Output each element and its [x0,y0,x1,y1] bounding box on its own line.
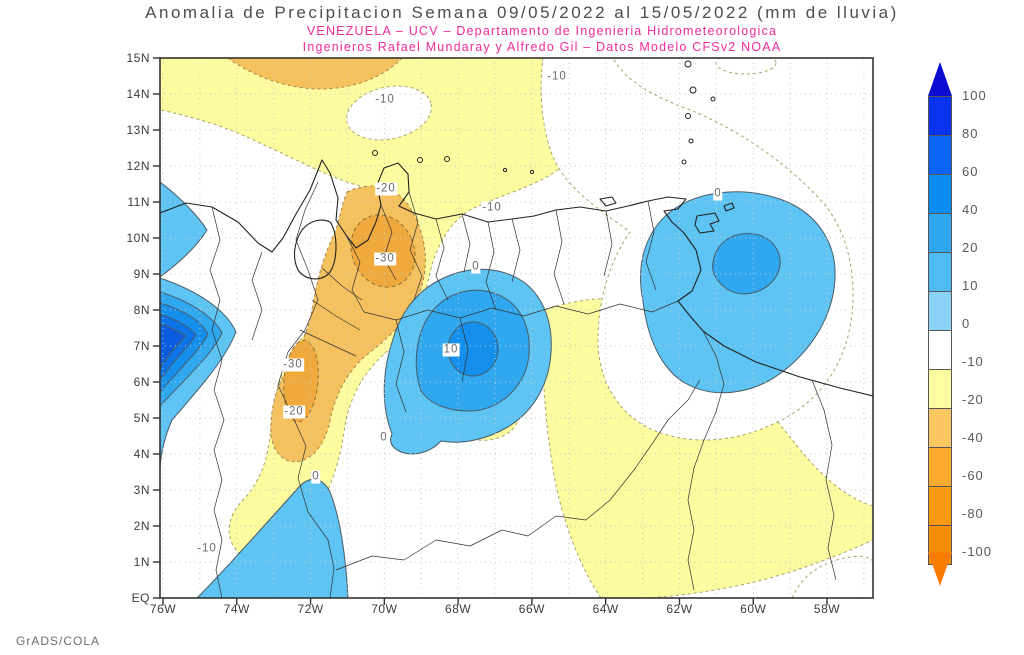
colorbar-segment [929,214,951,253]
grid-dotted-lines [160,58,873,598]
colorbar-tick-label: -10 [962,354,984,369]
island-dots [372,60,716,175]
colorbar-segment [929,175,951,214]
map-frame [159,57,874,599]
colorbar-segment [929,331,951,370]
contour-label: 10 [442,343,460,357]
colorbar-segment [929,370,951,409]
colorbar-tick-label: 0 [962,316,971,331]
x-tick-label: 74W [223,602,250,616]
colorbar-tick-label: 40 [962,202,979,217]
colorbar-segment [929,253,951,292]
y-tick-label: 8N [133,303,150,317]
colorbar-tick-label: -100 [962,544,993,559]
contour-label: -10 [481,201,503,215]
positive-anomaly-blue-regions [160,181,836,598]
y-tick-label: 2N [133,519,150,533]
y-tick-label: 15N [126,51,150,65]
contour-label: -30 [282,358,304,372]
contour-label: -20 [283,405,305,419]
colorbar-tick-label: -60 [962,468,984,483]
colorbar-segment [929,292,951,331]
axis-tick-marks [153,57,828,605]
colorbar-segment [929,136,951,175]
map-fill-layers [160,58,873,598]
x-tick-label: 60W [740,602,767,616]
colorbar-tick-label: 20 [962,240,979,255]
y-tick-label: 12N [126,159,150,173]
y-tick-label: 11N [127,195,150,209]
x-tick-label: 64W [592,602,619,616]
contour-label: -10 [374,93,396,107]
x-tick-label: 70W [371,602,398,616]
colorbar-arrow-up [928,62,952,96]
colorbar-tick-label: 100 [962,88,987,103]
x-tick-label: 62W [666,602,693,616]
y-tick-label: 4N [133,447,150,461]
contour-label: -10 [546,70,568,84]
y-tick-label: 7N [133,339,150,353]
y-tick-label: 6N [133,375,150,389]
chart-subtitle-line2: Ingenieros Rafael Mundaray y Alfredo Gil… [302,40,782,54]
colorbar: 100 80 60 40 20 10 0 -10 -20 -40 -60 -80 -100 [928,62,1024,602]
colorbar-segment [929,487,951,526]
colorbar-arrow-down [928,552,952,586]
colorbar-segment [929,97,951,136]
y-tick-label: 10N [126,231,150,245]
x-tick-label: 76W [149,602,177,616]
y-tick-label: 9N [133,267,150,281]
colorbar-segment [929,409,951,448]
x-tick-label: 68W [445,602,472,616]
chart-title: Anomalia de Precipitacion Semana 09/05/2… [145,3,899,22]
contour-label: 0 [471,260,481,274]
grads-credit: GrADS/COLA [16,634,101,648]
y-tick-label: 1N [133,555,150,569]
x-tick-label: 58W [813,602,841,616]
contour-label: 0 [379,431,389,445]
y-tick-label: 14N [126,87,150,101]
colorbar-tick-label: 80 [962,126,979,141]
coastline-borders [160,159,873,397]
colorbar-segments [928,96,952,565]
y-tick-label: EQ [131,591,150,605]
contour-label: -30 [374,252,396,266]
contour-label: -10 [196,542,218,556]
colorbar-tick-label: 10 [962,278,979,293]
colorbar-tick-label: -40 [962,430,984,445]
contour-label: 0 [311,470,321,484]
colorbar-tick-label: -20 [962,392,984,407]
x-tick-label: 72W [297,602,324,616]
y-tick-label: 5N [133,411,150,425]
colorbar-tick-label: 60 [962,164,979,179]
political-borders [209,181,837,598]
x-tick-label: 66W [518,602,545,616]
y-tick-label: 13N [126,123,150,137]
colorbar-segment [929,448,951,487]
contour-label: -20 [375,182,397,196]
colorbar-tick-label: -80 [962,506,984,521]
contour-label: 0 [713,187,723,201]
chart-subtitle-line1: VENEZUELA – UCV – Departamento de Ingeni… [306,24,778,38]
y-tick-label: 3N [133,483,150,497]
